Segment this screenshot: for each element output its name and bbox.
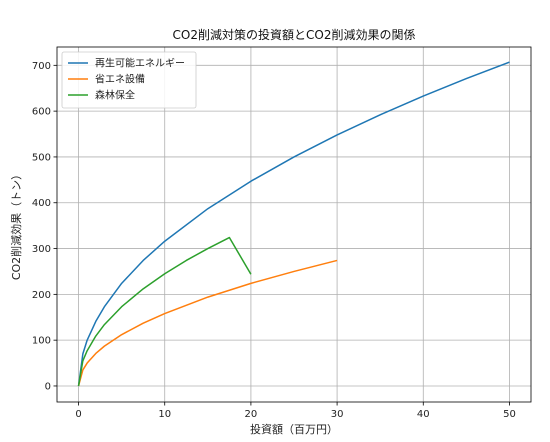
y-tick-label: 200 <box>32 290 51 301</box>
series-line <box>77 236 252 387</box>
y-tick-label: 100 <box>32 336 51 347</box>
legend-label: 省エネ設備 <box>95 73 145 86</box>
x-tick-label: 30 <box>331 409 344 420</box>
y-tick-label: 700 <box>32 61 51 72</box>
plot-frame <box>56 46 532 403</box>
series-line <box>77 61 510 387</box>
x-tick-label: 20 <box>245 409 258 420</box>
series-line <box>77 259 338 387</box>
legend-label: 森林保全 <box>95 89 135 102</box>
y-tick-label: 0 <box>45 381 51 392</box>
x-tick-label: 40 <box>417 409 430 420</box>
y-axis-label: CO2削減効果（トン） <box>9 169 23 280</box>
chart-title: CO2削減対策の投資額とCO2削減効果の関係 <box>173 27 416 42</box>
x-tick-label: 10 <box>158 409 171 420</box>
x-tick-label: 50 <box>503 409 516 420</box>
y-tick-label: 600 <box>32 107 51 118</box>
series-lines <box>77 61 510 387</box>
legend-label: 再生可能エネルギー <box>95 57 185 70</box>
legend-box <box>61 51 197 109</box>
y-tick-label: 300 <box>32 244 51 255</box>
y-tick-label: 400 <box>32 198 51 209</box>
x-axis-label: 投資額（百万円） <box>250 422 338 436</box>
x-tick-label: 0 <box>75 409 81 420</box>
y-tick-label: 500 <box>32 152 51 163</box>
